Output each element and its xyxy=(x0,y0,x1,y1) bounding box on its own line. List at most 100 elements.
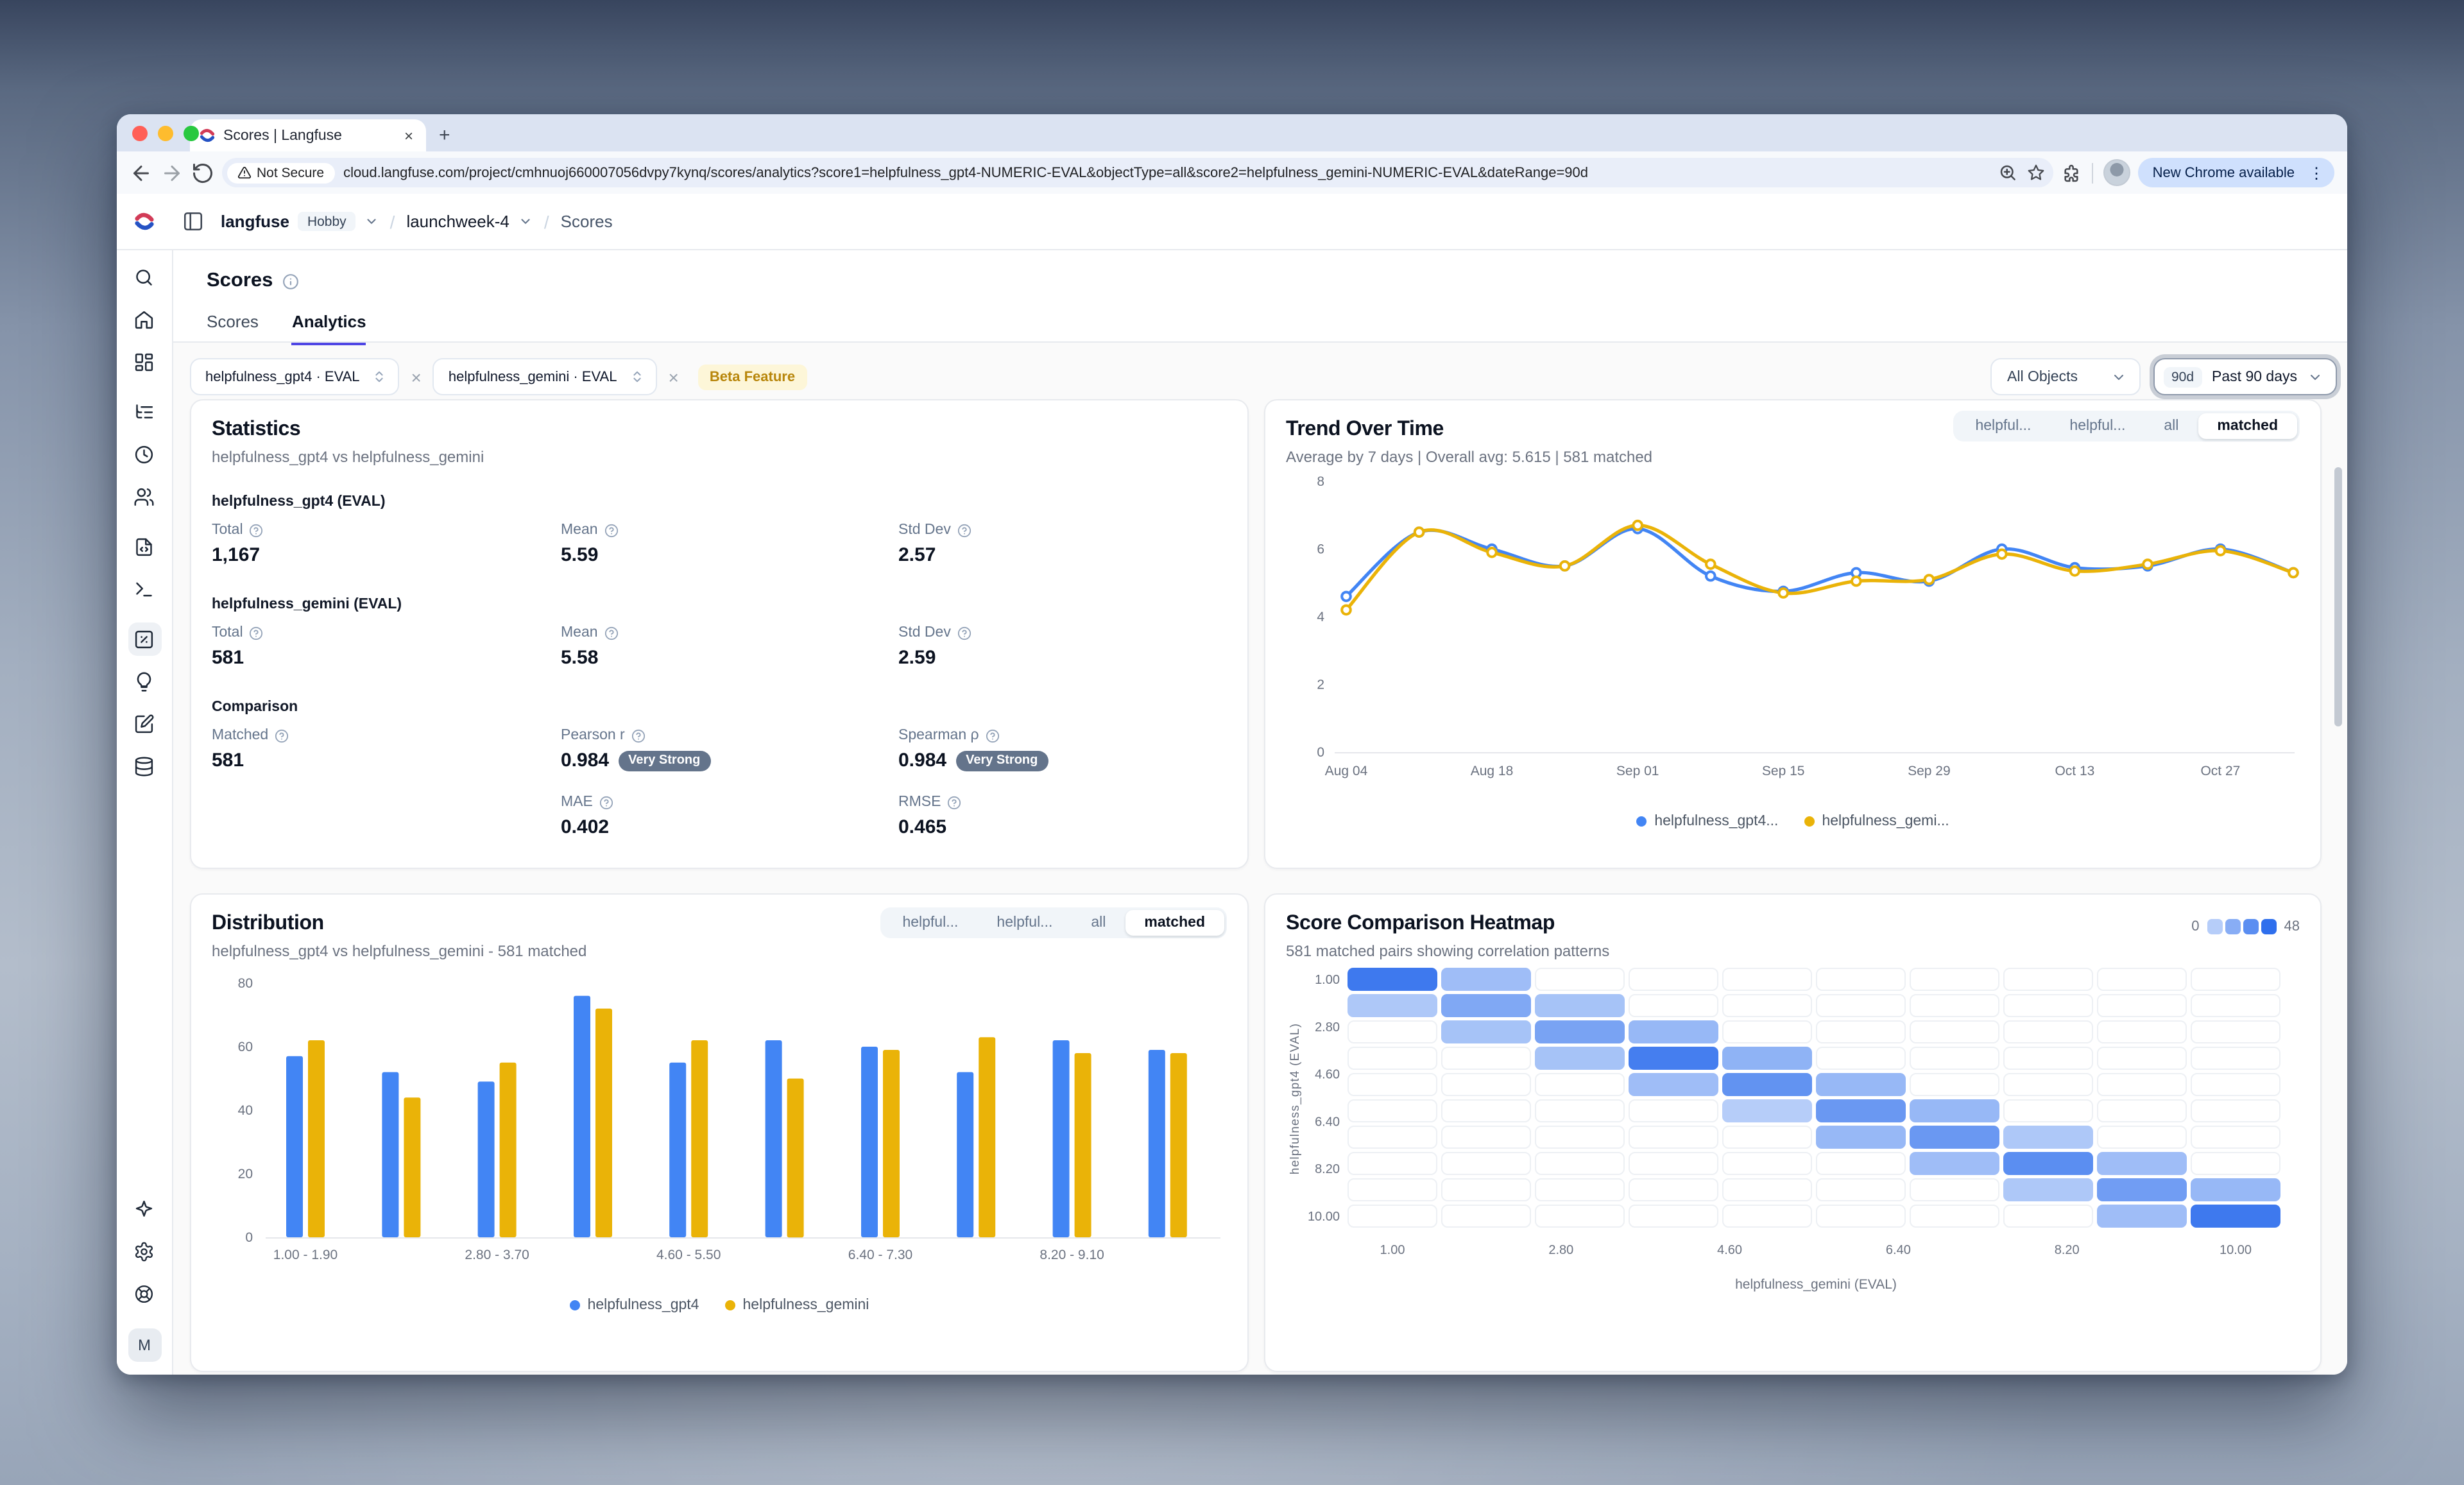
object-type-select[interactable]: All Objects xyxy=(1990,358,2141,395)
zoom-icon[interactable] xyxy=(1999,163,2018,182)
help-icon[interactable] xyxy=(275,728,289,742)
browser-tab-strip: Scores | Langfuse × + xyxy=(117,114,2347,151)
score2-select[interactable]: helpfulness_gemini · EVAL xyxy=(432,358,657,395)
content-scrollbar[interactable] xyxy=(2334,467,2342,726)
sidebar-item-scores[interactable] xyxy=(128,622,161,656)
score1-select[interactable]: helpfulness_gpt4 · EVAL xyxy=(190,358,400,395)
section-heading: Comparison xyxy=(212,700,298,715)
sidebar-item-evaluators[interactable] xyxy=(128,665,161,698)
legend-label: helpfulness_gpt4... xyxy=(1654,814,1779,829)
svg-text:Sep 15: Sep 15 xyxy=(1762,764,1805,778)
database-icon xyxy=(135,757,153,776)
stat-label: Std Dev xyxy=(898,625,951,640)
help-icon[interactable] xyxy=(631,728,646,742)
stat-value: 1,167 xyxy=(212,544,261,566)
info-icon[interactable] xyxy=(282,273,298,289)
trend-legend: helpfulness_gpt4... helpfulness_gemi... xyxy=(1265,814,2320,829)
svg-text:4: 4 xyxy=(1317,610,1324,624)
sidebar-item-whats-new[interactable] xyxy=(128,1192,161,1226)
tab-close-icon[interactable]: × xyxy=(404,126,413,144)
chrome-update-label: New Chrome available xyxy=(2152,165,2295,180)
window-close-button[interactable] xyxy=(132,126,148,141)
sidebar-item-home[interactable] xyxy=(128,303,161,336)
sidebar-rail: M xyxy=(117,250,173,1375)
scale-swatch xyxy=(2261,919,2277,934)
sidebar-item-annotation-queues[interactable] xyxy=(128,707,161,741)
date-range-value: Past 90 days xyxy=(2212,369,2297,384)
tab-analytics[interactable]: Analytics xyxy=(291,312,366,345)
help-icon[interactable] xyxy=(986,728,1000,742)
browser-tab[interactable]: Scores | Langfuse × xyxy=(190,119,426,151)
breadcrumb-project[interactable]: launchweek-4 xyxy=(406,212,509,231)
svg-text:Sep 01: Sep 01 xyxy=(1616,764,1659,778)
help-icon[interactable] xyxy=(957,523,971,537)
sidebar-item-prompts[interactable] xyxy=(128,530,161,563)
chevrons-up-down-icon xyxy=(375,371,384,382)
sidebar-item-playground[interactable] xyxy=(128,572,161,606)
reload-icon[interactable] xyxy=(191,161,214,184)
svg-text:40: 40 xyxy=(238,1103,253,1118)
help-icon[interactable] xyxy=(250,523,264,537)
object-type-value: All Objects xyxy=(2007,369,2078,384)
toggle-option-selected[interactable]: matched xyxy=(2198,413,2297,439)
org-switcher-chevron-icon[interactable] xyxy=(364,214,379,228)
help-icon[interactable] xyxy=(604,626,619,640)
toggle-option[interactable]: all xyxy=(1091,915,1106,931)
sidebar-item-dashboards[interactable] xyxy=(128,345,161,379)
help-icon[interactable] xyxy=(250,626,264,640)
toggle-option[interactable]: helpful... xyxy=(1975,418,2032,434)
back-icon[interactable] xyxy=(130,161,153,184)
beta-feature-badge: Beta Feature xyxy=(697,364,807,390)
svg-text:Oct 13: Oct 13 xyxy=(2055,764,2094,778)
bookmark-star-icon[interactable] xyxy=(2027,163,2046,182)
toggle-option[interactable]: helpful... xyxy=(997,915,1053,931)
help-icon[interactable] xyxy=(947,795,961,809)
sidebar-item-users[interactable] xyxy=(128,480,161,513)
browser-menu-icon[interactable]: ⋮ xyxy=(2309,164,2324,182)
toggle-option[interactable]: all xyxy=(2164,418,2179,434)
stat-row: Total 1,167 Mean 5.59 Std Dev 2.57 xyxy=(212,522,1227,566)
scale-max: 48 xyxy=(2284,919,2300,934)
svg-text:6.40: 6.40 xyxy=(1886,1243,1911,1257)
sidebar-item-search[interactable] xyxy=(128,261,161,294)
forward-icon[interactable] xyxy=(160,161,184,184)
chrome-update-chip[interactable]: New Chrome available ⋮ xyxy=(2138,158,2334,187)
help-icon[interactable] xyxy=(957,626,971,640)
remove-score1-button[interactable]: × xyxy=(411,366,422,387)
stat-label: MAE xyxy=(561,794,593,810)
sidebar-item-support[interactable] xyxy=(128,1277,161,1310)
not-secure-chip[interactable]: Not Secure xyxy=(227,162,335,183)
stat-label: RMSE xyxy=(898,794,941,810)
svg-text:6: 6 xyxy=(1317,542,1324,557)
extensions-icon[interactable] xyxy=(2062,162,2082,183)
help-icon[interactable] xyxy=(604,523,619,537)
toggle-option-selected[interactable]: matched xyxy=(1125,910,1224,936)
user-avatar[interactable]: M xyxy=(128,1328,161,1362)
project-switcher-chevron-icon[interactable] xyxy=(518,214,533,228)
strength-badge: Very Strong xyxy=(955,750,1048,771)
file-code-icon xyxy=(136,538,153,556)
date-range-select[interactable]: 90d Past 90 days xyxy=(2153,358,2337,395)
window-zoom-button[interactable] xyxy=(184,126,199,141)
svg-text:20: 20 xyxy=(238,1167,253,1181)
toggle-option[interactable]: helpful... xyxy=(2069,418,2126,434)
help-icon[interactable] xyxy=(599,795,613,809)
sidebar-item-tracing[interactable] xyxy=(128,395,161,429)
list-tree-icon xyxy=(136,404,153,418)
chevron-down-icon xyxy=(2114,374,2123,379)
sidebar-toggle-icon[interactable] xyxy=(182,210,204,232)
address-bar[interactable]: Not Secure cloud.langfuse.com/project/cm… xyxy=(222,158,2054,187)
window-minimize-button[interactable] xyxy=(158,126,173,141)
breadcrumb-separator: / xyxy=(543,211,549,232)
new-tab-button[interactable]: + xyxy=(439,124,450,146)
sidebar-item-datasets[interactable] xyxy=(128,750,161,783)
stat-row: Total 581 Mean 5.58 Std Dev 2.59 xyxy=(212,625,1227,669)
sidebar-item-sessions[interactable] xyxy=(128,438,161,471)
sidebar-item-settings[interactable] xyxy=(128,1235,161,1268)
breadcrumb-org[interactable]: langfuse xyxy=(221,212,289,231)
stat-label: Mean xyxy=(561,522,598,538)
profile-avatar[interactable] xyxy=(2103,159,2131,186)
remove-score2-button[interactable]: × xyxy=(668,366,679,387)
tab-scores[interactable]: Scores xyxy=(207,312,259,331)
toggle-option[interactable]: helpful... xyxy=(902,915,959,931)
